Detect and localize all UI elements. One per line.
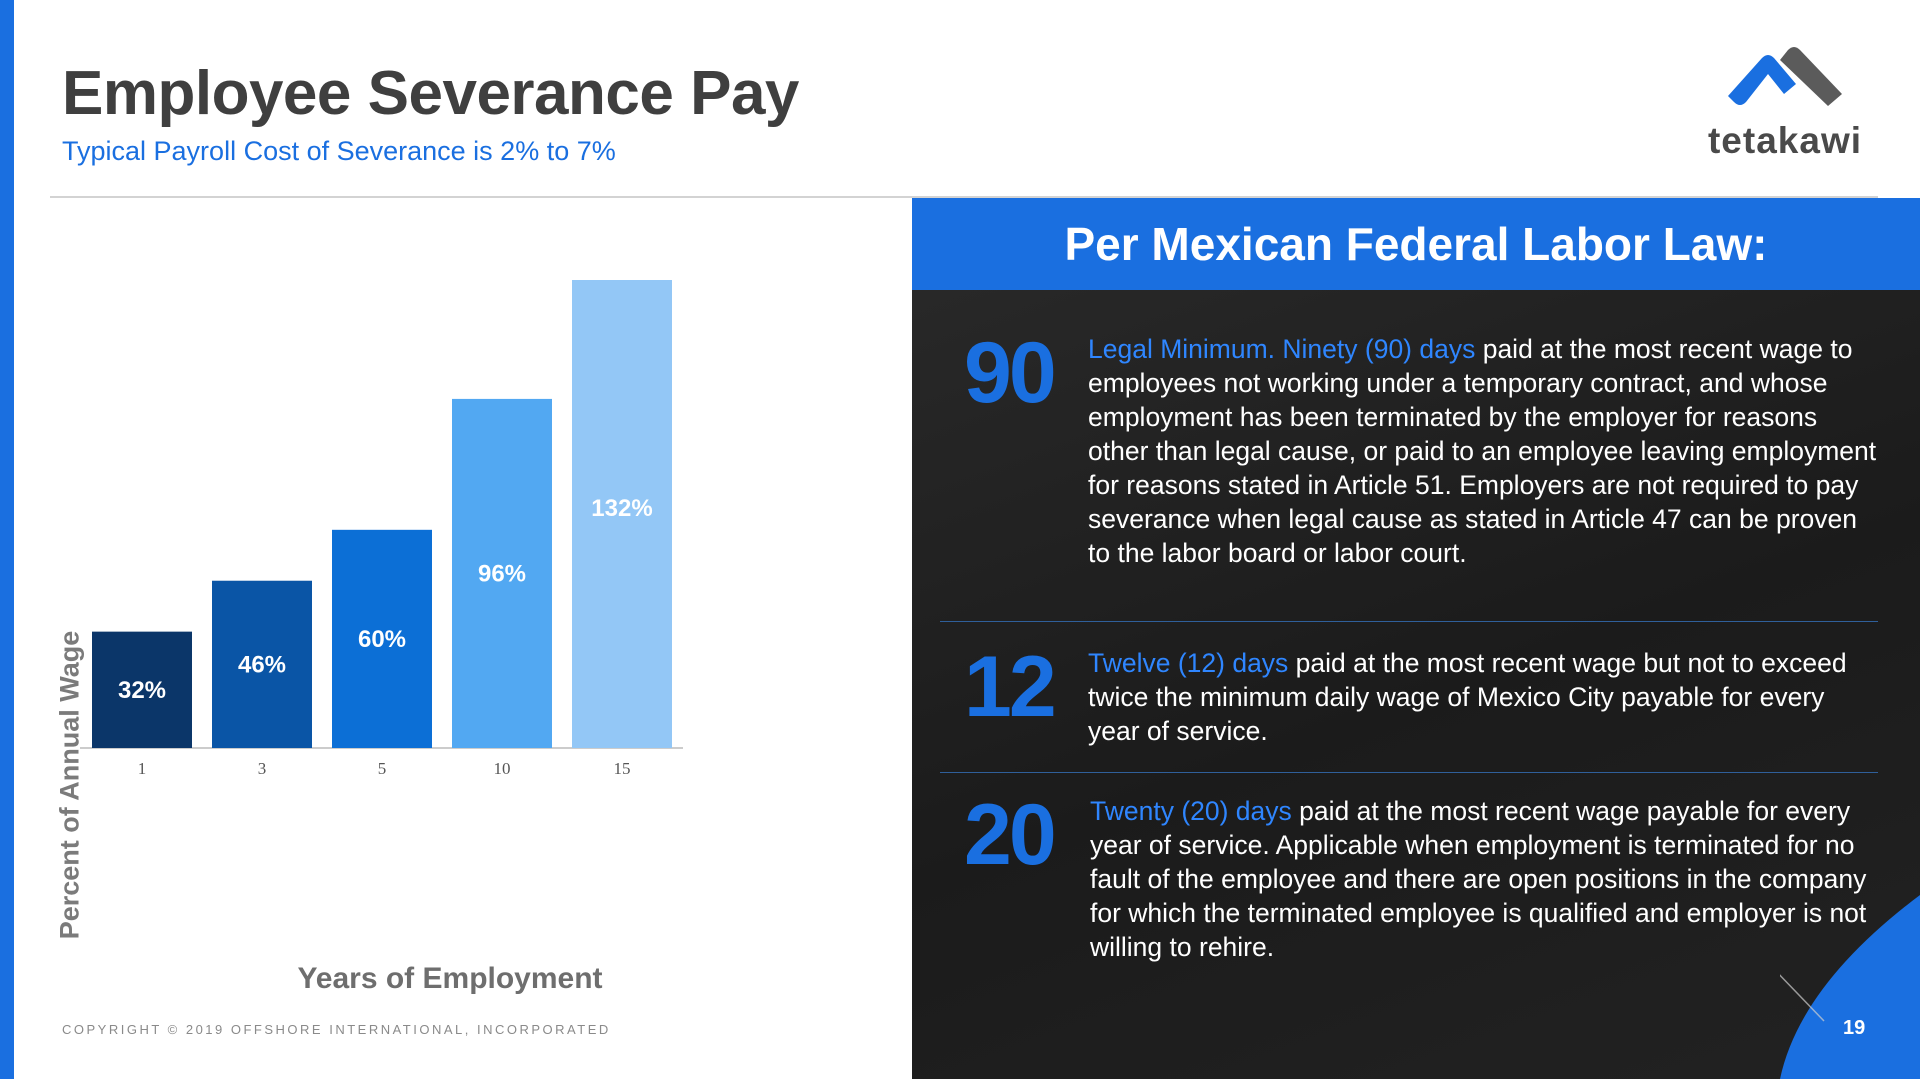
bar-value-label: 46%: [238, 651, 286, 678]
bar-1: [92, 631, 192, 748]
panel-header: [912, 198, 1920, 290]
bar-10: [452, 398, 552, 748]
x-tick-label: 15: [614, 759, 631, 778]
y-axis-label: Percent of Annual Wage: [54, 630, 85, 940]
header-divider: [50, 196, 1878, 198]
rule-90-description: Legal Minimum. Ninety (90) days paid at …: [1088, 332, 1878, 570]
x-tick-label: 1: [138, 759, 147, 778]
severance-bar-chart: 32% 1 46% 3 60% 5 96% 10 132% 15: [80, 280, 683, 778]
rule-20-text: paid at the most recent wage payable for…: [1090, 796, 1867, 962]
rule-12-text: paid at the most recent wage but not to …: [1088, 648, 1847, 746]
panel-title: Per Mexican Federal Labor Law:: [1064, 218, 1768, 270]
x-tick-label: 10: [494, 759, 511, 778]
x-tick-label: 3: [258, 759, 267, 778]
rule-90-text: paid at the most recent wage to employee…: [1088, 334, 1877, 568]
page-title: Employee Severance Pay: [62, 59, 799, 128]
bar-value-label: 32%: [118, 677, 166, 704]
bar-5: [332, 529, 432, 748]
x-axis-label: Years of Employment: [297, 962, 603, 995]
rule-20-description: Twenty (20) days paid at the most recent…: [1090, 794, 1880, 964]
x-tick-label: 5: [378, 759, 387, 778]
page-subtitle: Typical Payroll Cost of Severance is 2% …: [62, 136, 616, 166]
bar-value-label: 60%: [358, 626, 406, 653]
labor-law-panel: Per Mexican Federal Labor Law: 90 Legal …: [912, 198, 1920, 1079]
rule-divider: [940, 772, 1878, 773]
bar-3: [212, 580, 312, 748]
page-number: 19: [1843, 1017, 1866, 1039]
bar-15: [572, 280, 672, 748]
copyright-notice: COPYRIGHT © 2019 OFFSHORE INTERNATIONAL,…: [62, 1022, 611, 1037]
left-accent-stripe: [0, 0, 14, 1079]
rule-90-highlight: Legal Minimum. Ninety (90) days: [1088, 334, 1476, 364]
rule-divider: [940, 621, 1878, 622]
corner-decoration: [1780, 895, 1920, 1079]
rule-12-description: Twelve (12) days paid at the most recent…: [1088, 646, 1878, 748]
rule-20-highlight: Twenty (20) days: [1090, 796, 1292, 826]
tetakawi-logo: tetakawi: [1690, 44, 1880, 164]
rule-number-90: 90: [964, 325, 1057, 421]
bar-value-label: 132%: [591, 495, 652, 522]
logo-wordmark: tetakawi: [1707, 120, 1862, 161]
rule-12-highlight: Twelve (12) days: [1088, 648, 1289, 678]
mountain-logo-icon: [1728, 47, 1842, 106]
rule-number-20: 20: [964, 787, 1057, 883]
bar-value-label: 96%: [478, 560, 526, 587]
rule-number-12: 12: [964, 639, 1057, 735]
